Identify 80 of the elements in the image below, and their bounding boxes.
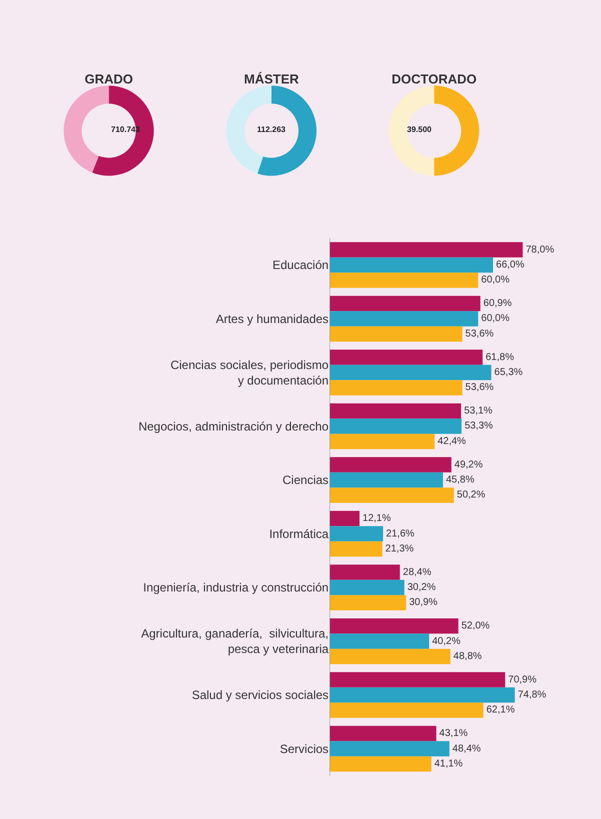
data-label: 53,3% xyxy=(464,420,494,432)
y-tick-label: Salud y servicios sociales xyxy=(192,688,329,702)
data-label: 62,1% xyxy=(486,704,515,716)
bar xyxy=(330,526,384,542)
data-label: 45,8% xyxy=(446,474,474,486)
data-label: 42,4% xyxy=(438,436,466,447)
data-label: 52,0% xyxy=(461,620,490,632)
bar xyxy=(330,364,492,380)
bar xyxy=(330,311,478,326)
data-label: 53,6% xyxy=(465,328,494,340)
bar xyxy=(330,418,462,434)
y-tick-label: Educación xyxy=(272,258,329,272)
data-label: 48,4% xyxy=(452,743,481,754)
text: 112.263 xyxy=(257,125,286,134)
bar xyxy=(330,726,436,742)
data-label: 21,3% xyxy=(385,543,414,554)
bar xyxy=(330,257,494,273)
y-tick-label: Ciencias sociales, periodismo y documentación xyxy=(170,358,329,388)
bar xyxy=(330,687,515,703)
y-tick-label: Artes y humanidades xyxy=(216,312,329,326)
data-label: 40,2% xyxy=(432,636,461,647)
data-label: 65,3% xyxy=(494,366,523,378)
bar xyxy=(330,350,483,365)
bar xyxy=(330,580,404,596)
donut-slice xyxy=(92,86,154,176)
bar xyxy=(330,242,523,258)
data-label: 66,0% xyxy=(496,259,524,270)
y-tick-label: Ciencias xyxy=(282,473,329,488)
bar xyxy=(330,296,480,312)
bar xyxy=(330,472,443,488)
bar xyxy=(330,564,400,580)
bar xyxy=(330,618,458,634)
chart-title: MÁSTER xyxy=(244,72,300,87)
data-label: 70,9% xyxy=(508,674,537,686)
y-tick-label: Agricultura, ganadería, silvicultura, pesca y veterinaria xyxy=(141,626,329,656)
data-label: 74,8% xyxy=(518,690,546,701)
bar xyxy=(330,272,478,288)
bar xyxy=(330,756,432,772)
bar xyxy=(330,595,406,610)
bar xyxy=(330,648,450,664)
data-label: 60,0% xyxy=(481,274,510,286)
y-tick-label: Informática xyxy=(269,526,329,541)
data-label: 43,1% xyxy=(439,728,468,740)
donut-slice xyxy=(258,86,317,176)
bar xyxy=(330,741,450,756)
data-label: 50,2% xyxy=(456,490,486,501)
bar xyxy=(330,434,435,450)
chart-title: DOCTORADO xyxy=(392,72,477,87)
bar xyxy=(330,326,462,342)
data-label: 60,9% xyxy=(483,298,512,310)
data-label: 49,2% xyxy=(454,459,483,470)
y-tick-label: Servicios xyxy=(280,742,329,756)
bar xyxy=(330,457,452,472)
data-label: 30,2% xyxy=(407,582,436,594)
bar xyxy=(330,403,462,419)
bar xyxy=(330,488,454,503)
text: 39.500 xyxy=(407,125,432,134)
bar xyxy=(330,541,382,557)
y-tick-label: Ingeniería, industria y construcción xyxy=(143,580,329,595)
bar xyxy=(330,510,360,526)
bar xyxy=(330,380,462,396)
data-label: 28,4% xyxy=(402,566,432,578)
data-label: 30,9% xyxy=(409,597,438,608)
data-label: 53,6% xyxy=(465,382,494,394)
donut-slice xyxy=(389,86,434,176)
y-tick-label: Negocios, administración y derecho xyxy=(138,419,329,434)
data-label: 48,8% xyxy=(453,650,482,662)
donut-slice xyxy=(64,86,109,173)
data-label: 21,6% xyxy=(386,528,415,540)
data-label: 61,8% xyxy=(486,352,514,363)
data-label: 78,0% xyxy=(526,244,554,256)
donut-slice xyxy=(434,86,480,176)
data-label: 53,1% xyxy=(464,406,493,417)
bar xyxy=(330,702,484,718)
bar xyxy=(330,672,506,688)
data-label: 60,0% xyxy=(481,313,510,324)
data-label: 12,1% xyxy=(362,513,391,524)
bar xyxy=(330,634,430,649)
chart-title: GRADO xyxy=(84,72,133,87)
data-label: 41,1% xyxy=(434,758,463,770)
